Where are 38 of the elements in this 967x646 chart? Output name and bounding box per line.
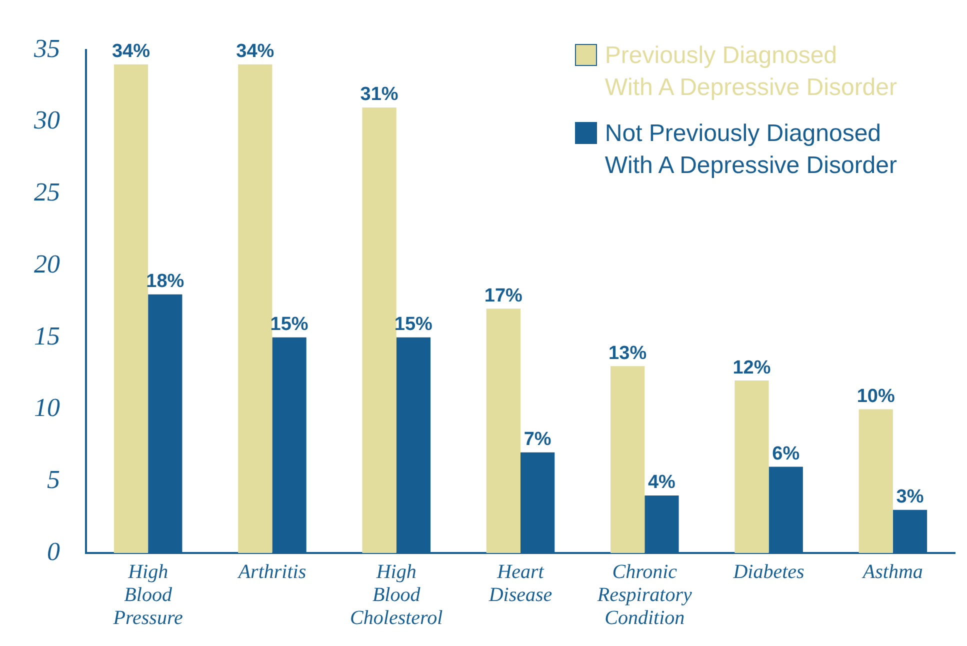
bar [114, 64, 148, 553]
data-label: 6% [772, 444, 800, 465]
x-tick-label: Heart Disease [488, 560, 552, 606]
data-label: 13% [608, 342, 647, 364]
x-tick-label: High Blood Cholesterol [350, 560, 444, 629]
x-tick-label: Asthma [860, 560, 923, 583]
bar [734, 380, 769, 553]
data-label: 34% [236, 41, 274, 62]
bar [362, 107, 396, 553]
y-tick-label: 10 [34, 393, 60, 422]
y-tick-label: 25 [34, 178, 60, 207]
legend-label: Previously Diagnosed With A Depressive Disorder [604, 41, 897, 103]
x-tick-label: Diabetes [732, 560, 805, 583]
y-tick-label: 30 [33, 106, 60, 135]
data-label: 7% [524, 429, 552, 450]
x-tick-label: High Blood Pressure [112, 560, 183, 629]
x-tick-label: Arthritis [236, 560, 306, 583]
data-label: 15% [394, 314, 433, 336]
data-label: 17% [484, 285, 523, 306]
bar [486, 308, 520, 553]
x-tick-label: Chronic Respiratory Condition [596, 560, 692, 629]
bar [858, 409, 893, 553]
y-tick-label: 20 [34, 249, 60, 278]
data-label: 31% [360, 84, 398, 106]
y-tick-label: 5 [47, 464, 60, 494]
bar [610, 366, 645, 553]
data-label: 34% [112, 41, 150, 62]
data-label: 10% [856, 386, 895, 408]
y-tick-label: 35 [33, 34, 60, 63]
y-tick-label: 15 [34, 321, 60, 350]
data-label: 15% [270, 314, 308, 336]
data-label: 4% [648, 472, 676, 494]
bar [238, 64, 272, 553]
y-tick-label: 0 [47, 536, 60, 566]
legend-label: Not Previously Diagnosed With A Depressive Disorder [604, 119, 897, 181]
data-label: 3% [896, 486, 924, 508]
data-label: 12% [732, 357, 771, 378]
data-label: 18% [146, 271, 184, 292]
